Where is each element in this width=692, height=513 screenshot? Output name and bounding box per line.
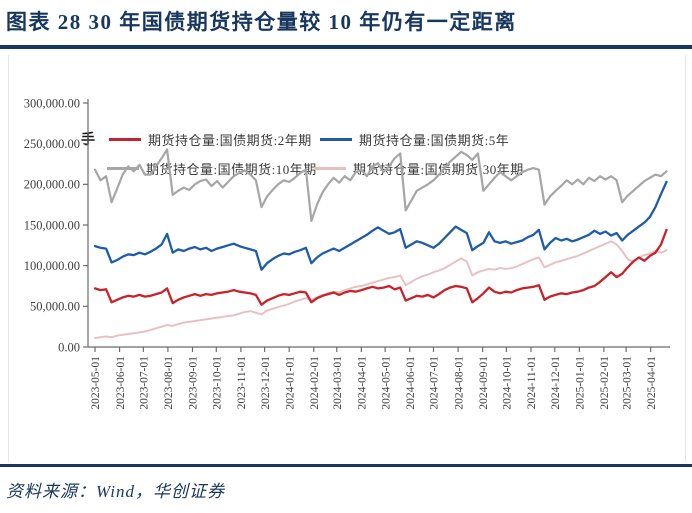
svg-text:2023-09-01: 2023-09-01: [188, 356, 200, 410]
legend-line-30y-icon: [314, 166, 346, 170]
figure-title: 图表 28 30 年国债期货持仓量较 10 年仍有一定距离: [6, 10, 517, 34]
svg-text:2024-12-01: 2024-12-01: [550, 356, 562, 410]
svg-text:2024-03-01: 2024-03-01: [332, 356, 344, 410]
svg-text:2024-09-01: 2024-09-01: [478, 356, 490, 410]
svg-text:2025-02-01: 2025-02-01: [599, 356, 611, 410]
legend-label-10y: 期货持仓量:国债期货:10年期: [146, 161, 317, 177]
svg-text:2024-01-01: 2024-01-01: [284, 356, 296, 410]
legend-item-5y: 期货持仓量:国债期货:5年: [320, 131, 510, 148]
footer-divider: [0, 464, 692, 467]
legend-label-2y: 期货持仓量:国债期货:2年期: [148, 132, 312, 148]
svg-text:0.00: 0.00: [58, 340, 80, 354]
title-divider: [0, 45, 692, 49]
legend-item-10y: 期货持仓量:国债期货:10年期: [107, 160, 317, 177]
source-note: 资料来源：Wind，华创证券: [6, 482, 225, 501]
svg-text:2023-10-01: 2023-10-01: [212, 356, 224, 410]
svg-text:250,000.00: 250,000.00: [24, 137, 80, 151]
svg-text:2024-04-01: 2024-04-01: [357, 356, 369, 410]
svg-text:100,000.00: 100,000.00: [24, 259, 80, 273]
svg-text:2023-12-01: 2023-12-01: [260, 356, 272, 410]
svg-text:2024-11-01: 2024-11-01: [526, 356, 538, 409]
legend-line-5y-icon: [320, 137, 352, 141]
svg-text:2025-03-01: 2025-03-01: [621, 356, 633, 410]
line-chart: 300,000.00 250,000.00 200,000.00 150,000.00…: [24, 96, 670, 410]
svg-text:2024-02-01: 2024-02-01: [309, 356, 321, 410]
svg-text:2023-06-01: 2023-06-01: [115, 356, 127, 410]
svg-text:2024-07-01: 2024-07-01: [429, 356, 441, 410]
legend-item-2y: 期货持仓量:国债期货:2年期: [109, 131, 312, 148]
svg-text:2023-08-01: 2023-08-01: [163, 356, 175, 410]
svg-text:2024-10-01: 2024-10-01: [502, 356, 514, 410]
svg-text:2024-06-01: 2024-06-01: [405, 356, 417, 410]
legend-line-10y-icon: [107, 166, 139, 170]
svg-text:2024-05-01: 2024-05-01: [380, 356, 392, 410]
svg-text:2025-01-01: 2025-01-01: [575, 356, 587, 410]
svg-text:200,000.00: 200,000.00: [24, 178, 80, 192]
svg-text:300,000.00: 300,000.00: [24, 96, 80, 110]
svg-text:50,000.00: 50,000.00: [30, 300, 80, 314]
svg-text:150,000.00: 150,000.00: [24, 218, 80, 232]
svg-text:2023-11-01: 2023-11-01: [236, 356, 248, 409]
legend-line-2y-icon: [109, 137, 141, 141]
svg-text:2023-07-01: 2023-07-01: [139, 356, 151, 410]
svg-text:2025-04-01: 2025-04-01: [646, 356, 658, 410]
legend-label-5y: 期货持仓量:国债期货:5年: [359, 132, 510, 148]
svg-text:2023-05-01: 2023-05-01: [90, 356, 102, 410]
svg-text:2024-08-01: 2024-08-01: [453, 356, 465, 410]
